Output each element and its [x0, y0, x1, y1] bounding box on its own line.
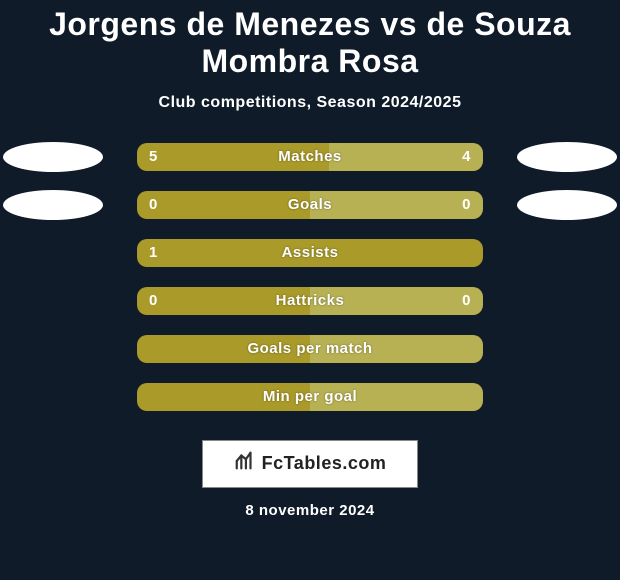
player-photo-left: [3, 142, 103, 172]
stat-row: Matches54: [0, 142, 620, 172]
stat-bar: Matches54: [137, 143, 483, 171]
player-photo-right: [517, 142, 617, 172]
bar-segment-left: [137, 383, 310, 411]
bar-segment-right: [310, 287, 483, 315]
stat-bar: Goals per match: [137, 335, 483, 363]
stat-value-right: 4: [462, 143, 471, 171]
bar-segment-left: [137, 191, 310, 219]
stat-value-right: 0: [462, 191, 471, 219]
date-label: 8 november 2024: [0, 502, 620, 519]
spacer: [3, 382, 103, 412]
stat-value-left: 0: [149, 191, 158, 219]
page-title: Jorgens de Menezes vs de Souza Mombra Ro…: [0, 0, 620, 80]
stat-value-right: 0: [462, 287, 471, 315]
stat-row: Goals per match: [0, 334, 620, 364]
branding-badge[interactable]: FcTables.com: [202, 440, 418, 488]
stat-row: Hattricks00: [0, 286, 620, 316]
comparison-card: Jorgens de Menezes vs de Souza Mombra Ro…: [0, 0, 620, 580]
spacer: [3, 238, 103, 268]
spacer: [517, 382, 617, 412]
spacer: [3, 286, 103, 316]
stat-bar: Goals00: [137, 191, 483, 219]
stat-row: Min per goal: [0, 382, 620, 412]
spacer: [517, 238, 617, 268]
stats-container: Matches54Goals00Assists1Hattricks00Goals…: [0, 142, 620, 412]
bar-segment-right: [310, 191, 483, 219]
spacer: [517, 334, 617, 364]
stat-value-left: 0: [149, 287, 158, 315]
bar-segment-right: [310, 335, 483, 363]
stat-row: Goals00: [0, 190, 620, 220]
bar-segment-right: [310, 383, 483, 411]
player-photo-right: [517, 190, 617, 220]
stat-row: Assists1: [0, 238, 620, 268]
bar-segment-left: [137, 335, 310, 363]
stat-value-left: 5: [149, 143, 158, 171]
stat-bar: Min per goal: [137, 383, 483, 411]
stat-bar: Hattricks00: [137, 287, 483, 315]
stat-value-left: 1: [149, 239, 158, 267]
spacer: [517, 286, 617, 316]
chart-icon: [234, 450, 256, 477]
bar-segment-right: [329, 143, 483, 171]
player-photo-left: [3, 190, 103, 220]
spacer: [3, 334, 103, 364]
stat-bar: Assists1: [137, 239, 483, 267]
bar-segment-left: [137, 287, 310, 315]
bar-segment-left: [137, 143, 329, 171]
branding-text: FcTables.com: [262, 453, 387, 474]
subtitle: Club competitions, Season 2024/2025: [0, 94, 620, 112]
bar-segment-left: [137, 239, 483, 267]
